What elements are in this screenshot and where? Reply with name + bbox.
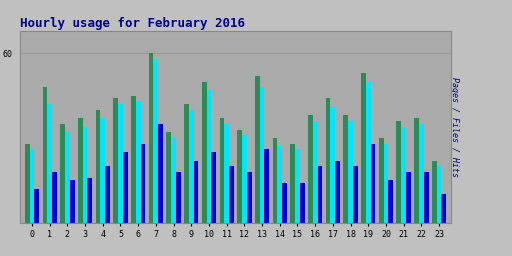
Bar bbox=[278, 146, 282, 223]
Bar bbox=[432, 161, 437, 223]
Bar bbox=[406, 172, 411, 223]
Y-axis label: Pages / Files / Hits: Pages / Files / Hits bbox=[450, 77, 459, 177]
Bar bbox=[366, 82, 371, 223]
Bar bbox=[353, 166, 358, 223]
Bar bbox=[265, 149, 269, 223]
Bar bbox=[30, 149, 34, 223]
Bar bbox=[383, 144, 388, 223]
Bar bbox=[242, 135, 247, 223]
Bar bbox=[272, 138, 278, 223]
Bar bbox=[335, 161, 340, 223]
Bar bbox=[379, 138, 383, 223]
Bar bbox=[437, 166, 441, 223]
Bar bbox=[211, 152, 216, 223]
Bar bbox=[247, 172, 251, 223]
Bar bbox=[123, 152, 127, 223]
Text: Hourly usage for February 2016: Hourly usage for February 2016 bbox=[20, 17, 245, 29]
Bar bbox=[237, 130, 242, 223]
Bar bbox=[166, 132, 171, 223]
Bar bbox=[202, 82, 206, 223]
Bar bbox=[118, 104, 123, 223]
Bar bbox=[136, 101, 141, 223]
Bar bbox=[141, 144, 145, 223]
Bar bbox=[171, 138, 176, 223]
Bar bbox=[326, 99, 330, 223]
Bar bbox=[176, 172, 181, 223]
Bar bbox=[131, 96, 136, 223]
Bar bbox=[34, 189, 39, 223]
Bar bbox=[424, 172, 429, 223]
Bar bbox=[100, 118, 105, 223]
Bar bbox=[371, 144, 375, 223]
Bar bbox=[220, 118, 224, 223]
Bar bbox=[88, 178, 92, 223]
Bar bbox=[260, 87, 265, 223]
Bar bbox=[317, 166, 323, 223]
Bar bbox=[52, 172, 57, 223]
Bar bbox=[83, 127, 88, 223]
Bar bbox=[105, 166, 110, 223]
Bar bbox=[194, 161, 199, 223]
Bar bbox=[224, 124, 229, 223]
Bar bbox=[396, 121, 401, 223]
Bar bbox=[42, 87, 47, 223]
Bar bbox=[441, 195, 446, 223]
Bar bbox=[148, 53, 154, 223]
Bar bbox=[206, 90, 211, 223]
Bar bbox=[96, 110, 100, 223]
Bar bbox=[113, 99, 118, 223]
Bar bbox=[65, 132, 70, 223]
Bar bbox=[295, 149, 300, 223]
Bar bbox=[255, 76, 260, 223]
Bar bbox=[313, 121, 317, 223]
Bar bbox=[401, 127, 406, 223]
Bar bbox=[78, 118, 83, 223]
Bar bbox=[361, 73, 366, 223]
Bar bbox=[419, 124, 424, 223]
Bar bbox=[330, 107, 335, 223]
Bar bbox=[308, 115, 313, 223]
Bar bbox=[300, 183, 305, 223]
Bar bbox=[184, 104, 189, 223]
Bar bbox=[47, 104, 52, 223]
Bar bbox=[60, 124, 65, 223]
Bar bbox=[282, 183, 287, 223]
Bar bbox=[25, 144, 30, 223]
Bar bbox=[154, 59, 158, 223]
Bar bbox=[414, 118, 419, 223]
Bar bbox=[348, 121, 353, 223]
Bar bbox=[388, 180, 393, 223]
Bar bbox=[70, 180, 75, 223]
Bar bbox=[290, 144, 295, 223]
Bar bbox=[344, 115, 348, 223]
Bar bbox=[189, 110, 194, 223]
Bar bbox=[158, 124, 163, 223]
Bar bbox=[229, 166, 234, 223]
